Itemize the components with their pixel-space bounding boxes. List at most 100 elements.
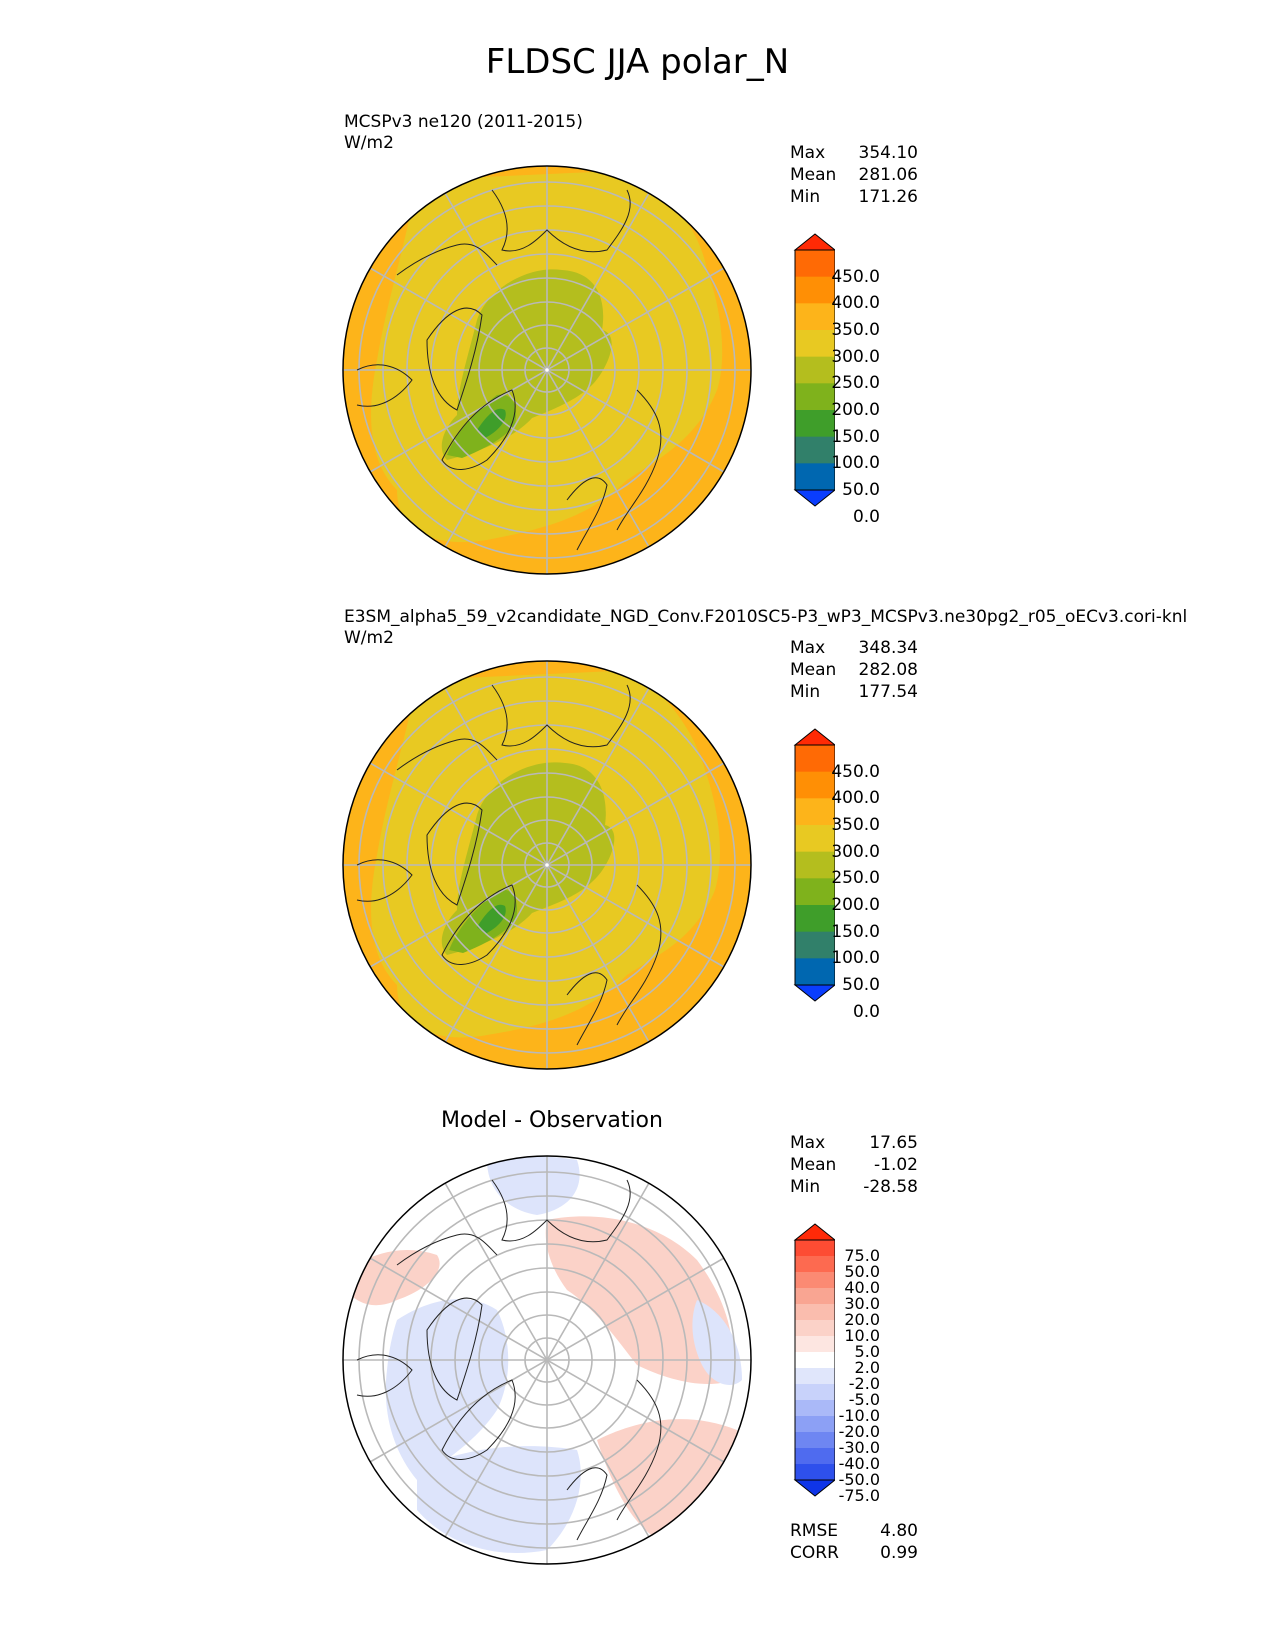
panel-1-name: MCSPv3 ne120 (2011-2015) bbox=[344, 112, 583, 132]
metrics: RMSE 4.80 CORR 0.99 bbox=[790, 1520, 918, 1564]
colorbar-segment bbox=[795, 825, 835, 853]
corr-value: 0.99 bbox=[880, 1543, 918, 1563]
colorbar-segment bbox=[795, 958, 835, 986]
colorbar-segment bbox=[795, 1352, 835, 1369]
colorbar-segment bbox=[795, 1256, 835, 1273]
colorbar-1 bbox=[793, 233, 835, 507]
stat-mean-label: Mean bbox=[790, 660, 837, 680]
colorbar-segment bbox=[795, 798, 835, 826]
coastlines-2 bbox=[356, 684, 662, 1046]
colorbar-tick-label: 50.0 bbox=[842, 975, 880, 995]
map-frame-1 bbox=[342, 165, 752, 575]
field-positive-diff-3 bbox=[347, 1250, 440, 1306]
stat-max-label: Max bbox=[790, 638, 826, 658]
panel-2-units: W/m2 bbox=[344, 628, 394, 648]
colorbar-tick-label: 400.0 bbox=[831, 788, 880, 809]
colorbar-segment bbox=[795, 878, 835, 906]
rmse-label: RMSE bbox=[790, 1521, 839, 1541]
colorbar-segment bbox=[795, 771, 835, 799]
colorbar-tick-label: 100.0 bbox=[831, 948, 880, 969]
colorbar-tick-label: -30.0 bbox=[838, 1438, 880, 1457]
colorbar-segment bbox=[795, 1464, 835, 1481]
corr-label: CORR bbox=[790, 1543, 839, 1563]
colorbar-segment bbox=[795, 276, 835, 304]
map-frame-3 bbox=[342, 1155, 752, 1565]
colorbar-tick-label: -50.0 bbox=[838, 1470, 880, 1489]
colorbar-tick-label: 200.0 bbox=[831, 895, 880, 915]
colorbar-segment bbox=[795, 1288, 835, 1305]
colorbar-segment bbox=[795, 410, 835, 438]
colorbar-diff bbox=[793, 1223, 835, 1497]
colorbar-tick-label: 250.0 bbox=[831, 373, 880, 394]
colorbar-tick-label: 50.0 bbox=[844, 1262, 880, 1281]
colorbar-extend-max bbox=[793, 233, 835, 251]
panel-2: E3SM_alpha5_59_v2candidate_NGD_Conv.F201… bbox=[0, 495, 1275, 1070]
colorbar-segment bbox=[795, 1400, 835, 1417]
polar-map-diff bbox=[342, 1155, 752, 1565]
stat-mean-value: -1.02 bbox=[874, 1155, 918, 1175]
panel-3-title: Model - Observation bbox=[441, 1108, 663, 1133]
rmse-value: 4.80 bbox=[880, 1521, 918, 1541]
colorbar-segment bbox=[795, 1416, 835, 1433]
colorbar-segment bbox=[795, 1432, 835, 1449]
field-negative-diff-4 bbox=[692, 1300, 742, 1385]
colorbar-segment bbox=[795, 330, 835, 358]
colorbar-tick-label: 0.0 bbox=[852, 1001, 880, 1022]
north-pole-marker-2 bbox=[545, 863, 549, 867]
field-greenland-core-1 bbox=[477, 408, 506, 438]
polar-map-2 bbox=[342, 660, 752, 1070]
colorbar-tick-label: 40.0 bbox=[844, 1278, 880, 1297]
colorbar-tick-label: -10.0 bbox=[838, 1406, 880, 1425]
stats-3: Max 17.65 Mean -1.02 Min -28.58 bbox=[790, 1132, 918, 1198]
colorbar-tick-label: -75.0 bbox=[838, 1486, 880, 1505]
colorbar-tick-label: 400.0 bbox=[831, 293, 880, 314]
stat-min-label: Min bbox=[790, 187, 821, 207]
colorbar-tick-label: 300.0 bbox=[831, 841, 880, 862]
colorbar-segment bbox=[795, 1384, 835, 1401]
coastlines-3 bbox=[356, 1179, 662, 1541]
colorbar-segment bbox=[795, 1320, 835, 1337]
graticule-3 bbox=[343, 1156, 751, 1564]
colorbar-segment bbox=[795, 745, 835, 773]
panel-2-name: E3SM_alpha5_59_v2candidate_NGD_Conv.F201… bbox=[344, 607, 1188, 627]
polar-map-1 bbox=[342, 165, 752, 575]
colorbar-outline bbox=[794, 249, 835, 491]
colorbar-tick-label: 350.0 bbox=[831, 320, 880, 340]
colorbar-tick-label: -20.0 bbox=[838, 1422, 880, 1441]
colorbar-segment bbox=[795, 436, 835, 464]
stat-min-value: -28.58 bbox=[863, 1177, 918, 1197]
stat-min-label: Min bbox=[790, 682, 821, 702]
panel-3: Model - Observation bbox=[0, 990, 1275, 1565]
colorbar-tick-label: -40.0 bbox=[838, 1454, 880, 1473]
colorbar-segment bbox=[795, 1272, 835, 1289]
stat-mean-label: Mean bbox=[790, 1155, 837, 1175]
colorbar-tick-label: 150.0 bbox=[831, 921, 880, 942]
coastlines-1 bbox=[356, 189, 662, 551]
stat-max-label: Max bbox=[790, 1133, 826, 1153]
stat-min-value: 171.26 bbox=[858, 187, 918, 207]
colorbar-segment bbox=[795, 1304, 835, 1321]
colorbar-segment bbox=[795, 1336, 835, 1353]
colorbar-tick-label: 30.0 bbox=[844, 1294, 880, 1313]
colorbar-segment bbox=[795, 851, 835, 879]
colorbar-extend-max bbox=[793, 728, 835, 746]
colorbar-tick-label: 75.0 bbox=[844, 1246, 880, 1265]
colorbar-tick-label: 50.0 bbox=[842, 480, 880, 500]
north-pole-marker-1 bbox=[545, 368, 549, 372]
colorbar-segment bbox=[795, 463, 835, 491]
colorbar-tick-label: 20.0 bbox=[844, 1310, 880, 1329]
colorbar-tick-label: -2.0 bbox=[848, 1374, 880, 1393]
map-frame-2 bbox=[342, 660, 752, 1070]
colorbar-tick-label: 450.0 bbox=[831, 761, 880, 782]
stat-max-label: Max bbox=[790, 143, 826, 163]
stat-max-value: 348.34 bbox=[858, 638, 918, 658]
colorbar-extend-max bbox=[793, 1223, 835, 1241]
panel-1-units: W/m2 bbox=[344, 133, 394, 153]
colorbar-segment bbox=[795, 1448, 835, 1465]
colorbar-tick-label: 200.0 bbox=[831, 400, 880, 420]
colorbar-tick-label: 250.0 bbox=[831, 868, 880, 889]
colorbar-tick-label: 150.0 bbox=[831, 426, 880, 447]
figure-title: FLDSC JJA polar_N bbox=[485, 42, 790, 82]
panel-2-title: E3SM_alpha5_59_v2candidate_NGD_Conv.F201… bbox=[344, 607, 1187, 649]
colorbar-tick-label: 100.0 bbox=[831, 453, 880, 474]
